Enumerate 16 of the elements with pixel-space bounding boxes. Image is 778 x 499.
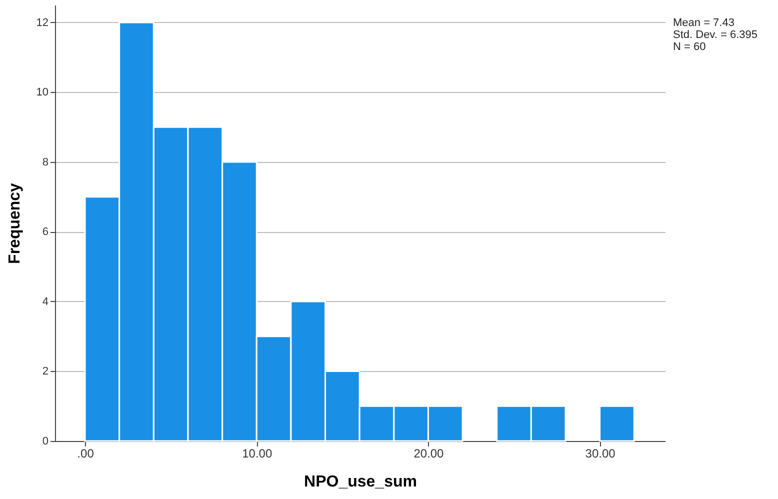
text: Mean = 7.43 xyxy=(673,17,734,29)
text: Std. Dev. = 6.395 xyxy=(673,29,758,41)
y-tick-label: 10 xyxy=(36,86,48,99)
y-tick-label: 4 xyxy=(42,296,48,308)
y-tick-label: 0 xyxy=(42,436,48,448)
x-tick-label: 10.00 xyxy=(242,446,272,460)
y-tick-label: 6 xyxy=(42,226,48,238)
x-tick-label: .00 xyxy=(77,446,94,460)
x-tick-label: 20.00 xyxy=(414,446,444,460)
text: N = 60 xyxy=(673,41,706,53)
y-tick-label: 8 xyxy=(42,156,48,168)
x-axis-title: NPO_use_sum xyxy=(304,474,417,490)
x-tick-label: 30.00 xyxy=(585,446,616,460)
y-tick-label: 2 xyxy=(42,366,48,378)
y-tick-label: 12 xyxy=(36,16,48,29)
y-axis-title: Frequency xyxy=(6,182,24,264)
